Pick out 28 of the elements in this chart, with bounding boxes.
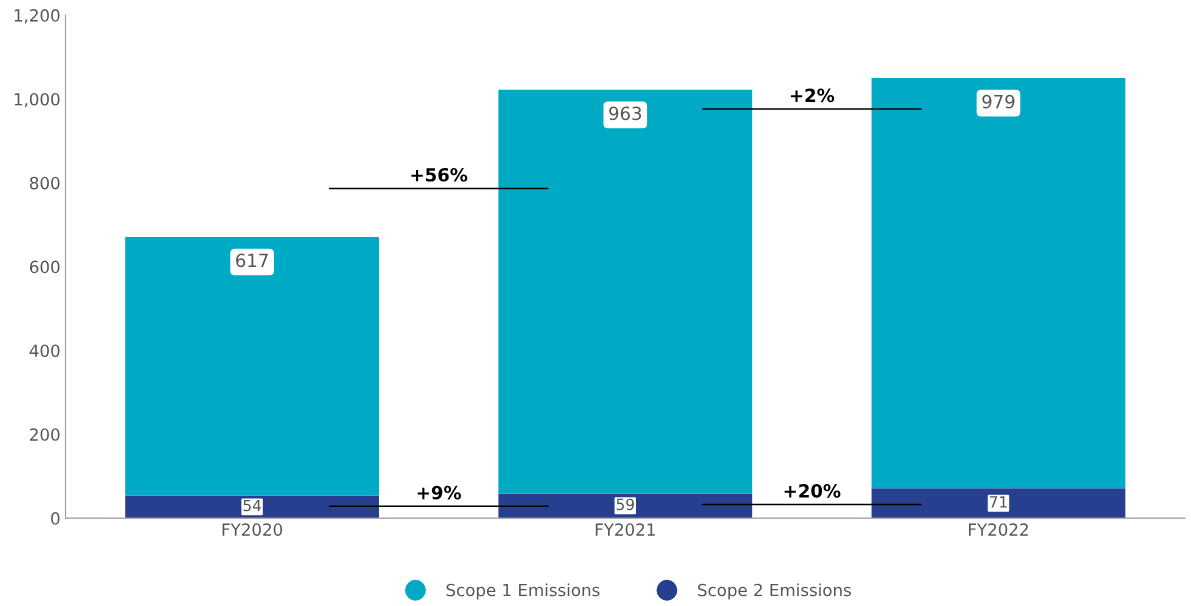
x-tick-label: FY2022 — [969, 523, 1028, 536]
bar — [498, 493, 753, 519]
x-tick-label: FY2020 — [222, 523, 283, 536]
y-tick-label: 1,200 — [14, 9, 60, 24]
data-label: 617 — [236, 253, 268, 268]
data-label: 979 — [982, 94, 1015, 109]
legend-label: Scope 1 Emissions — [446, 583, 600, 600]
legend-label: Scope 2 Emissions — [698, 583, 851, 600]
bar — [871, 488, 1126, 519]
annotation: +2% — [790, 88, 835, 103]
data-label: 963 — [609, 106, 642, 121]
bar — [125, 236, 379, 496]
y-tick-label: 0 — [51, 512, 60, 525]
bar — [871, 78, 1126, 489]
y-tick-label: 200 — [30, 428, 60, 441]
bar — [125, 495, 379, 519]
y-tick-label: 400 — [29, 344, 60, 358]
data-label: 54 — [243, 499, 261, 512]
data-label: 59 — [616, 498, 634, 511]
annotation: +9% — [417, 485, 461, 500]
bar — [498, 89, 753, 494]
y-tick-label: 800 — [29, 176, 60, 190]
annotation: +56% — [411, 167, 468, 182]
y-tick-label: 600 — [30, 260, 60, 274]
data-label: 71 — [989, 496, 1007, 508]
x-tick-label: FY2021 — [595, 523, 655, 536]
annotation: +20% — [784, 484, 841, 498]
y-tick-label: 1,000 — [14, 92, 60, 108]
